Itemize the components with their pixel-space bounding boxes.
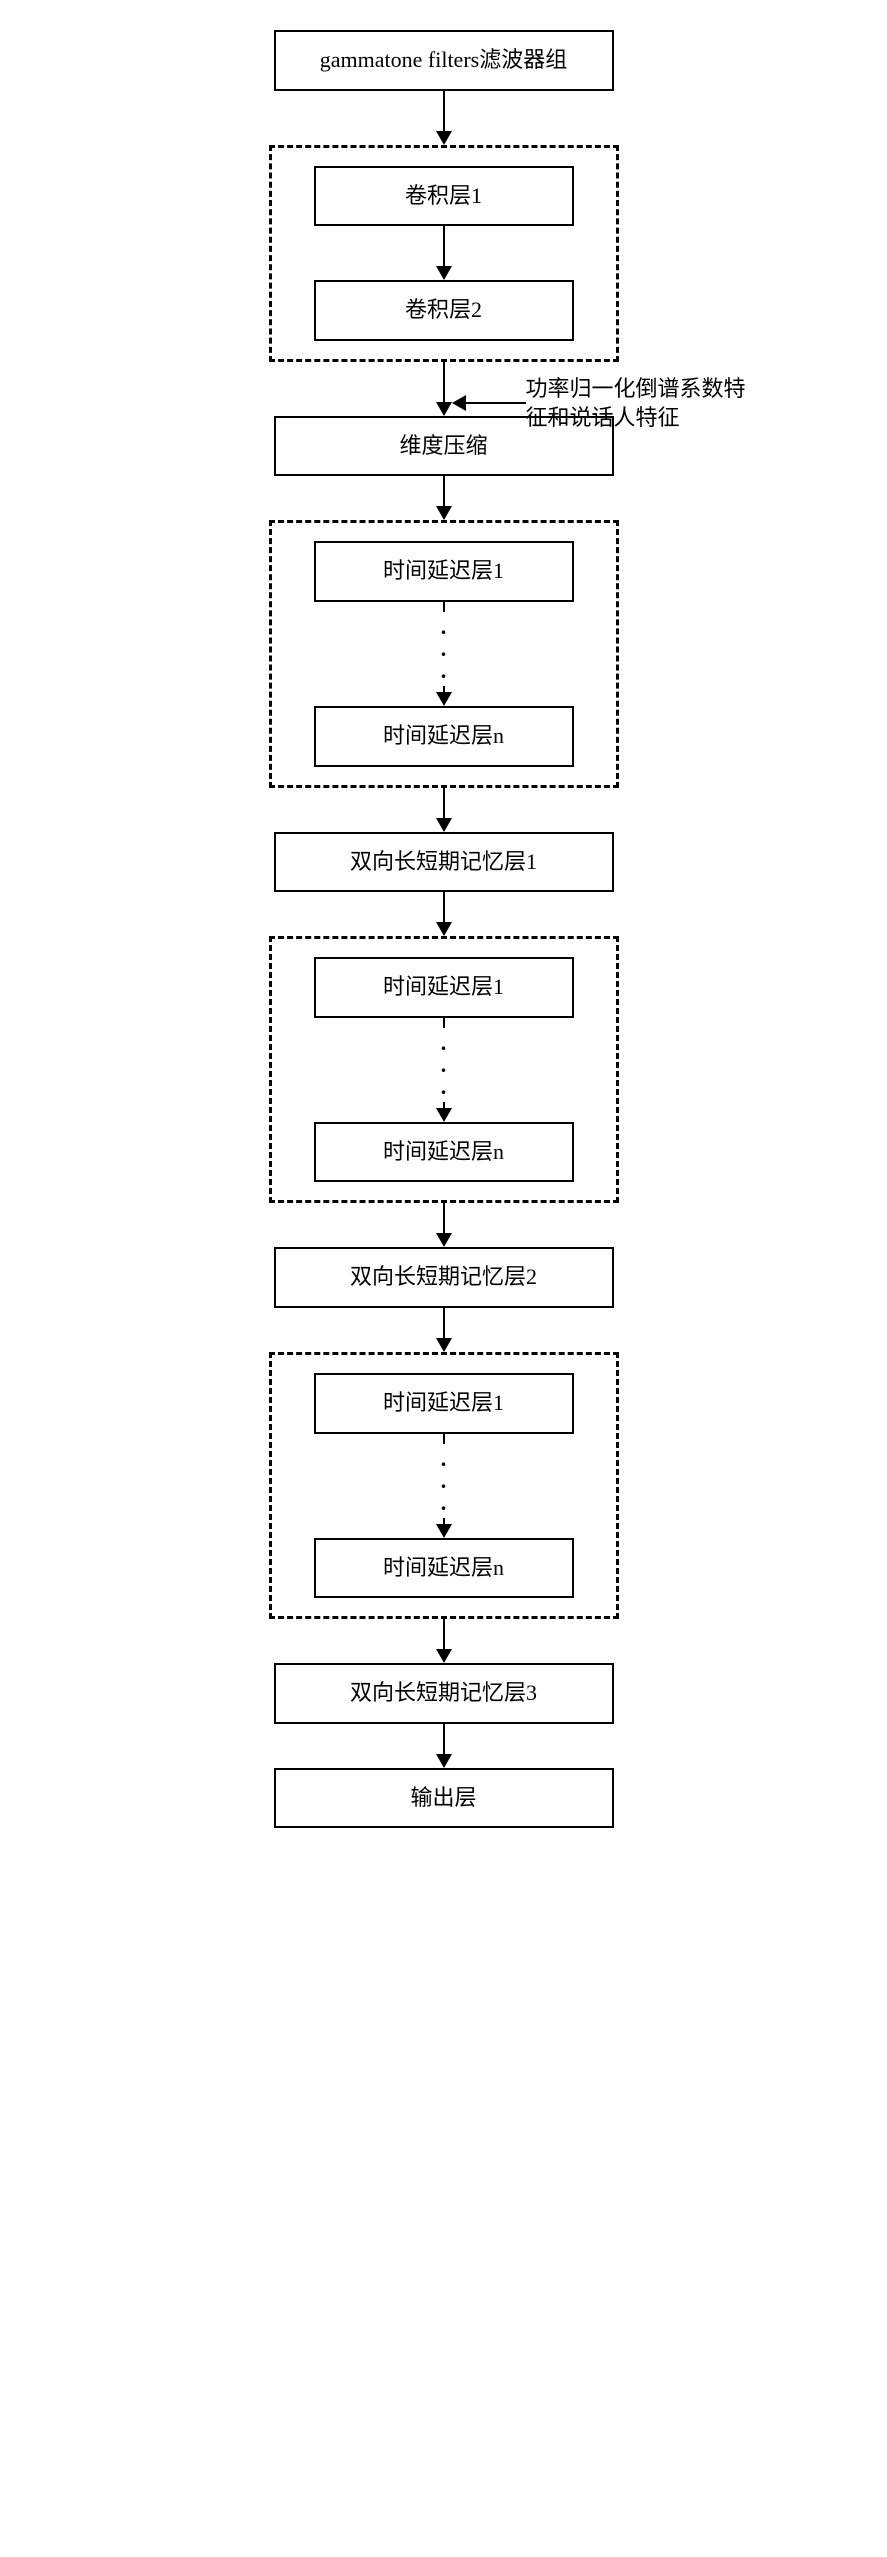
node-tdnnN-b: 时间延迟层n	[314, 1122, 574, 1183]
node-gammatone: gammatone filters滤波器组	[274, 30, 614, 91]
node-conv1: 卷积层1	[314, 166, 574, 227]
arrow	[443, 602, 445, 612]
arrow	[436, 1203, 452, 1247]
node-tdnn1-c: 时间延迟层1	[314, 1373, 574, 1434]
arrow	[443, 1434, 445, 1444]
arrow	[436, 686, 452, 706]
arrow	[436, 476, 452, 520]
arrow	[436, 91, 452, 145]
group-conv: 卷积层1 卷积层2	[269, 145, 619, 362]
arrow	[436, 362, 452, 416]
annotation-line2: 征和说话人特征	[526, 405, 680, 430]
node-tdnn1-b: 时间延迟层1	[314, 957, 574, 1018]
vdots: ...	[441, 1444, 447, 1518]
node-blstm2: 双向长短期记忆层2	[274, 1247, 614, 1308]
arrow	[436, 1102, 452, 1122]
arrow	[436, 1619, 452, 1663]
vdots: ...	[441, 612, 447, 686]
flowchart-root: gammatone filters滤波器组 卷积层1 卷积层2 功率归一化倒谱系…	[30, 30, 857, 1828]
annotation-merge-point: 功率归一化倒谱系数特 征和说话人特征	[30, 362, 857, 416]
node-tdnnN-a: 时间延迟层n	[314, 706, 574, 767]
group-tdnn-3: 时间延迟层1 ... 时间延迟层n	[269, 1352, 619, 1619]
node-tdnn1-a: 时间延迟层1	[314, 541, 574, 602]
arrow	[436, 1724, 452, 1768]
side-arrowhead	[452, 395, 466, 411]
side-annotation: 功率归一化倒谱系数特 征和说话人特征	[452, 374, 746, 433]
node-blstm1: 双向长短期记忆层1	[274, 832, 614, 893]
node-output: 输出层	[274, 1768, 614, 1829]
arrow	[443, 1018, 445, 1028]
arrow	[436, 226, 452, 280]
group-tdnn-2: 时间延迟层1 ... 时间延迟层n	[269, 936, 619, 1203]
side-line	[466, 402, 526, 404]
node-conv2: 卷积层2	[314, 280, 574, 341]
annotation-text: 功率归一化倒谱系数特 征和说话人特征	[526, 374, 746, 433]
arrow	[436, 1518, 452, 1538]
annotation-line1: 功率归一化倒谱系数特	[526, 376, 746, 401]
vdots: ...	[441, 1028, 447, 1102]
arrow	[436, 1308, 452, 1352]
node-blstm3: 双向长短期记忆层3	[274, 1663, 614, 1724]
node-tdnnN-c: 时间延迟层n	[314, 1538, 574, 1599]
arrow	[436, 788, 452, 832]
arrow	[436, 892, 452, 936]
group-tdnn-1: 时间延迟层1 ... 时间延迟层n	[269, 520, 619, 787]
